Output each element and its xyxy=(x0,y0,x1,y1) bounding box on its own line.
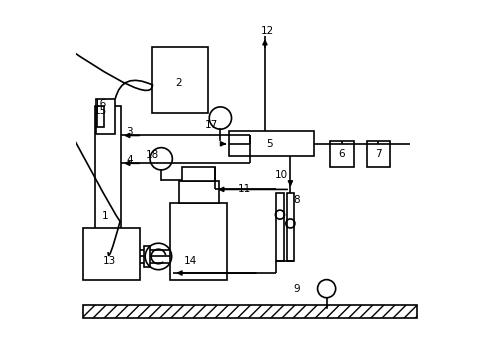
Text: 11: 11 xyxy=(238,184,252,194)
Text: 15: 15 xyxy=(94,106,107,116)
Bar xyxy=(178,181,218,203)
Text: 6: 6 xyxy=(338,149,345,159)
Bar xyxy=(286,193,294,261)
Text: 16: 16 xyxy=(94,99,107,109)
Bar xyxy=(83,228,140,280)
Text: 12: 12 xyxy=(261,26,274,36)
Bar xyxy=(152,47,208,113)
Text: 10: 10 xyxy=(275,171,288,180)
Text: 17: 17 xyxy=(205,120,218,130)
Bar xyxy=(144,246,150,267)
Text: 5: 5 xyxy=(266,139,272,149)
Text: 9: 9 xyxy=(294,284,300,294)
Bar xyxy=(229,131,314,156)
Bar xyxy=(95,106,121,252)
Bar xyxy=(366,141,390,167)
Bar xyxy=(98,106,103,127)
Bar xyxy=(182,167,215,181)
Bar xyxy=(170,203,228,280)
Text: 1: 1 xyxy=(102,211,108,220)
Text: 13: 13 xyxy=(102,256,116,266)
Bar xyxy=(276,193,284,261)
Text: 14: 14 xyxy=(184,256,198,266)
Text: 8: 8 xyxy=(294,195,300,205)
Text: 4: 4 xyxy=(126,155,133,165)
Text: 18: 18 xyxy=(146,150,159,160)
Text: 2: 2 xyxy=(176,78,182,88)
Text: 3: 3 xyxy=(126,127,133,137)
Bar xyxy=(83,305,417,318)
Bar xyxy=(330,141,354,167)
Text: 7: 7 xyxy=(375,149,382,159)
Bar xyxy=(96,99,115,134)
